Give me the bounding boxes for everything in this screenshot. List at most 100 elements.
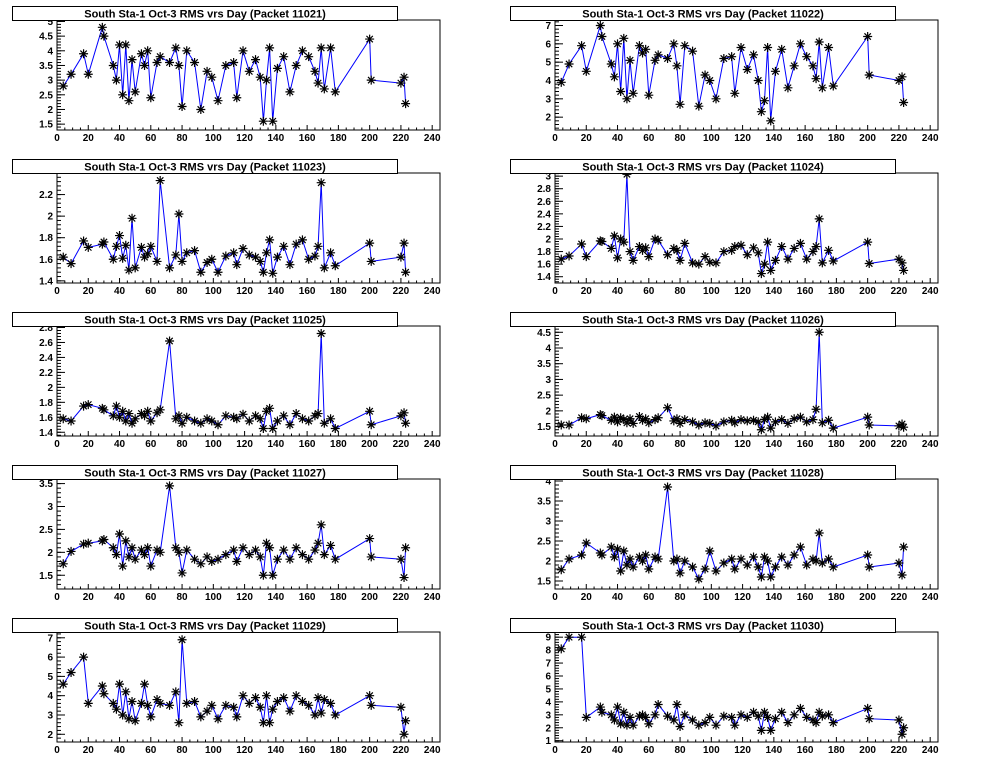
data-point xyxy=(291,60,301,70)
data-point xyxy=(577,41,587,51)
data-point xyxy=(365,406,375,416)
chart-svg: 0 20 40 60 80 100 120 140 160 180 200 220 240 2 3 4 5 6 7 S… xyxy=(12,618,441,756)
data-point xyxy=(749,707,759,717)
data-point xyxy=(663,711,673,721)
data-point xyxy=(238,243,248,253)
data-point xyxy=(616,719,626,729)
title-box xyxy=(510,159,896,174)
x-tick-label: 20 xyxy=(83,286,95,297)
series-line xyxy=(561,174,905,274)
data-point xyxy=(730,720,740,730)
x-tick-label: 220 xyxy=(393,439,410,450)
data-point xyxy=(753,76,763,85)
data-point xyxy=(770,255,780,265)
data-point xyxy=(399,72,409,82)
x-tick-label: 160 xyxy=(299,592,316,603)
data-point xyxy=(814,214,824,224)
data-point xyxy=(111,401,121,411)
data-point xyxy=(255,72,265,82)
data-point xyxy=(174,209,184,219)
data-point xyxy=(828,562,838,572)
data-point xyxy=(653,235,663,245)
data-point xyxy=(115,40,125,50)
data-point xyxy=(863,237,873,247)
y-tick-label: 2.2 xyxy=(39,190,53,201)
data-point xyxy=(130,716,140,726)
x-tick-label: 40 xyxy=(612,286,624,297)
data-point xyxy=(313,409,323,419)
x-tick-label: 20 xyxy=(83,592,95,603)
data-point xyxy=(653,699,663,709)
data-point xyxy=(316,708,326,718)
data-point xyxy=(622,94,632,104)
data-point xyxy=(556,254,566,264)
data-point xyxy=(644,252,654,262)
data-point xyxy=(581,414,591,424)
chart-svg: 0 20 40 60 80 100 120 140 160 180 200 220 240 1.4 1.6 1… xyxy=(12,159,441,297)
data-point xyxy=(736,240,746,250)
data-point xyxy=(232,93,242,103)
data-point xyxy=(700,252,710,262)
data-point xyxy=(207,416,217,426)
data-point xyxy=(766,116,776,126)
data-point xyxy=(155,405,165,415)
x-tick-label: 60 xyxy=(643,745,655,756)
data-point xyxy=(749,243,759,253)
data-point xyxy=(202,66,212,76)
y-tick-label: 2 xyxy=(545,113,551,124)
data-point xyxy=(238,543,248,553)
data-point xyxy=(66,416,76,426)
x-tick-label: 160 xyxy=(797,286,814,297)
data-point xyxy=(244,66,254,76)
data-point xyxy=(285,420,295,430)
y-tick-label: 3.5 xyxy=(537,497,551,508)
x-tick-label: 120 xyxy=(236,286,253,297)
data-point xyxy=(399,408,409,418)
data-point xyxy=(310,66,320,76)
y-tick-label: 1.6 xyxy=(537,260,551,271)
data-point xyxy=(756,107,766,117)
data-point xyxy=(756,725,766,735)
data-point xyxy=(766,423,776,433)
data-point xyxy=(669,715,679,725)
data-point xyxy=(202,258,212,268)
data-point xyxy=(261,248,271,258)
data-point xyxy=(811,242,821,252)
chart-panel: 0 20 40 60 80 100 120 140 160 180 200 220 240 1.5 2 2.5… xyxy=(0,459,498,612)
data-point xyxy=(326,43,336,53)
data-point xyxy=(777,415,787,425)
data-point xyxy=(730,418,740,428)
data-point xyxy=(581,252,591,262)
x-tick-label: 0 xyxy=(552,439,558,450)
data-point xyxy=(330,87,340,97)
data-point xyxy=(316,43,326,53)
y-tick-label: 1.5 xyxy=(537,422,551,433)
data-point xyxy=(79,401,89,411)
data-point xyxy=(719,247,729,257)
y-tick-label: 2.8 xyxy=(537,184,551,195)
data-point xyxy=(669,243,679,253)
y-tick-label: 8 xyxy=(545,646,551,657)
data-point xyxy=(609,552,619,562)
data-point xyxy=(261,538,271,548)
data-point xyxy=(828,81,838,91)
data-point xyxy=(272,63,282,73)
data-point xyxy=(268,268,278,278)
y-tick-label: 1.4 xyxy=(537,272,551,283)
data-point xyxy=(313,693,323,703)
data-point xyxy=(155,547,165,557)
data-point xyxy=(146,416,156,426)
data-point xyxy=(634,242,644,252)
data-point xyxy=(207,72,217,82)
data-point xyxy=(190,246,200,256)
data-point xyxy=(202,414,212,424)
data-point xyxy=(155,698,165,708)
data-point xyxy=(99,535,109,544)
data-point xyxy=(108,543,118,553)
data-point xyxy=(79,49,89,59)
data-point xyxy=(595,236,605,246)
data-point xyxy=(597,32,607,41)
data-point xyxy=(634,552,644,562)
data-point xyxy=(675,721,685,731)
chart-panel: 0 20 40 60 80 100 120 140 160 180 200 220 240 1 2 3 4 5 6 7… xyxy=(498,612,996,765)
